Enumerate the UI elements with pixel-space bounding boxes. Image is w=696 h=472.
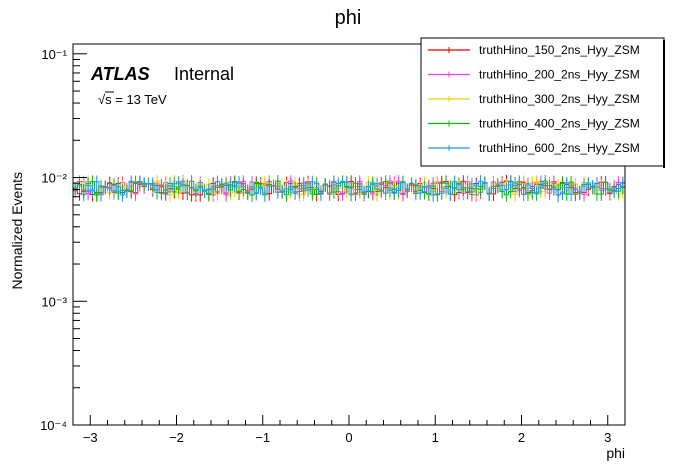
y-tick-label: 10⁻⁴ (40, 418, 67, 433)
legend-label: truthHino_300_2ns_Hyy_ZSM (479, 92, 640, 106)
legend-label: truthHino_600_2ns_Hyy_ZSM (479, 141, 640, 155)
y-tick-label: 10⁻¹ (41, 47, 67, 62)
series-line (73, 180, 625, 196)
y-tick-label: 10⁻³ (41, 294, 67, 309)
legend-shadow (663, 40, 665, 168)
legend-entry: truthHino_200_2ns_Hyy_ZSM (428, 68, 640, 82)
legend-entry: truthHino_150_2ns_Hyy_ZSM (428, 43, 640, 57)
x-tick-label: −1 (255, 430, 270, 445)
atlas-label: ATLAS (90, 64, 150, 84)
x-axis-label: phi (606, 445, 625, 461)
series-5 (72, 175, 626, 425)
legend-label: truthHino_200_2ns_Hyy_ZSM (479, 68, 640, 82)
legend: truthHino_150_2ns_Hyy_ZSM truthHino_200_2… (420, 37, 665, 168)
y-axis-label: Normalized Events (9, 172, 25, 290)
y-axis: 10⁻⁴ 10⁻³ 10⁻² 10⁻¹ (40, 47, 87, 433)
chart-title: phi (335, 7, 362, 29)
x-tick-label: 2 (518, 430, 525, 445)
x-tick-label: −2 (169, 430, 184, 445)
y-tick-label: 10⁻² (41, 171, 67, 186)
legend-entry: truthHino_400_2ns_Hyy_ZSM (428, 117, 640, 131)
legend-label: truthHino_400_2ns_Hyy_ZSM (479, 117, 640, 131)
series-layer (72, 174, 626, 425)
x-tick-label: 3 (604, 430, 611, 445)
x-tick-label: 0 (345, 430, 352, 445)
x-tick-label: −3 (83, 430, 98, 445)
internal-label: Internal (174, 64, 234, 84)
legend-box (420, 37, 665, 167)
legend-entry: truthHino_600_2ns_Hyy_ZSM (428, 141, 640, 155)
energy-label: √s = 13 TeV (98, 92, 167, 107)
legend-label: truthHino_150_2ns_Hyy_ZSM (479, 43, 640, 57)
legend-entry: truthHino_300_2ns_Hyy_ZSM (428, 92, 640, 106)
x-axis: −3 −2 −1 0 1 2 3 (72, 415, 626, 445)
x-tick-label: 1 (432, 430, 439, 445)
